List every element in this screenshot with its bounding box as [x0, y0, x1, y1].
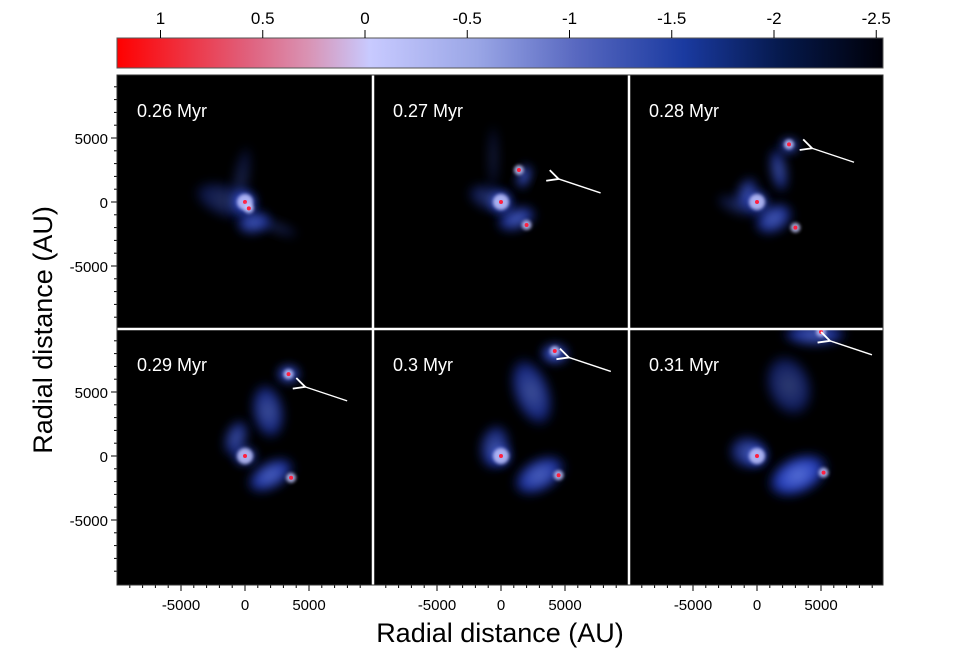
- colorbar-tick-label: -1: [562, 9, 577, 28]
- protostar-core: [286, 372, 291, 377]
- gas-clump: [509, 357, 554, 427]
- gas-clump: [715, 194, 760, 218]
- colorbar-tick-label: -0.5: [453, 9, 482, 28]
- gas-density-map: [223, 365, 301, 493]
- protostar-core: [499, 454, 503, 458]
- colorbar-gradient: [116, 37, 884, 69]
- protostar-core: [499, 200, 503, 204]
- colorbar-tick-label: 1: [156, 9, 165, 28]
- y-tick-label: 5000: [75, 131, 108, 148]
- x-tick-label: -5000: [162, 597, 200, 614]
- y-tick-label: 0: [100, 449, 108, 466]
- gas-clump: [769, 147, 789, 193]
- colorbar-tick-label: -2: [766, 9, 781, 28]
- protostar-core: [755, 200, 759, 204]
- arrow-icon: [830, 341, 873, 356]
- protostar-core: [243, 454, 247, 458]
- gas-density-map: [478, 343, 569, 496]
- gas-clump: [250, 383, 286, 440]
- arrow-icon: [569, 357, 612, 373]
- gas-density-map: [715, 138, 801, 235]
- protostar-core: [821, 470, 826, 475]
- gas-clump: [513, 455, 566, 496]
- gas-clump: [764, 354, 814, 417]
- gas-density-map: [467, 123, 537, 232]
- protostar-core: [787, 142, 791, 147]
- simulation-panel: 0.28 Myr: [649, 101, 855, 235]
- simulation-panel: 0.3 Myr: [393, 343, 612, 496]
- x-tick-label: 0: [753, 597, 761, 614]
- time-label: 0.26 Myr: [137, 101, 207, 121]
- y-tick-label: -5000: [70, 513, 108, 530]
- y-tick-label: 5000: [75, 385, 108, 402]
- gas-clump: [223, 419, 249, 457]
- simulation-panel: 0.31 Myr: [649, 329, 873, 498]
- protostar-core: [819, 329, 823, 334]
- x-tick-label: 0: [497, 597, 505, 614]
- x-tick-label: 5000: [548, 597, 581, 614]
- x-tick-label: -5000: [674, 597, 712, 614]
- colorbar: 1 0.5 0 -0.5 -1 -1.5 -2 -2.5: [116, 9, 891, 69]
- simulation-panel: 0.29 Myr: [137, 355, 348, 493]
- arrow-icon: [559, 179, 601, 194]
- arrow-icon: [305, 387, 348, 402]
- gas-clump: [247, 457, 294, 493]
- gas-clump: [754, 202, 793, 235]
- gas-clump: [255, 217, 299, 238]
- x-axis-label: Radial distance (AU): [376, 618, 624, 648]
- time-label: 0.28 Myr: [649, 101, 719, 121]
- arrow-icon: [812, 148, 855, 163]
- y-axis-label: Radial distance (AU): [28, 206, 58, 454]
- time-label: 0.31 Myr: [649, 355, 719, 375]
- x-tick-label: 5000: [292, 597, 325, 614]
- colorbar-tick-label: -1.5: [657, 9, 686, 28]
- gas-clump: [230, 144, 252, 216]
- protostar-core: [516, 168, 521, 172]
- protostar-core: [289, 475, 294, 480]
- colorbar-tick-label: -2.5: [862, 9, 891, 28]
- colorbar-tick-label: 0.5: [251, 9, 275, 28]
- time-label: 0.27 Myr: [393, 101, 463, 121]
- panel-frame: [116, 74, 884, 586]
- panel-grid: 0.26 Myr -5000 0 5000 0.27 Myr 0.28 Myr 0.29 M…: [70, 74, 884, 614]
- time-label: 0.29 Myr: [137, 355, 207, 375]
- x-tick-label: -5000: [418, 597, 456, 614]
- gas-clump: [236, 210, 272, 235]
- x-tick-label: 0: [241, 597, 249, 614]
- protostar-core: [552, 349, 557, 354]
- protostar-core: [246, 206, 251, 211]
- x-tick-label: 5000: [804, 597, 837, 614]
- y-tick-label: -5000: [70, 259, 108, 276]
- gas-density-map: [194, 144, 299, 238]
- protostar-core: [793, 225, 798, 230]
- gas-clump: [767, 453, 829, 498]
- y-tick-label: 0: [100, 195, 108, 212]
- colorbar-tick-label: 0: [360, 9, 369, 28]
- time-label: 0.3 Myr: [393, 355, 453, 375]
- protostar-core: [524, 223, 529, 228]
- protostar-core: [556, 473, 561, 478]
- simulation-panel: 0.27 Myr: [393, 101, 601, 232]
- protostar-core: [243, 200, 247, 204]
- protostar-core: [755, 454, 759, 458]
- simulation-panel: 0.26 Myr: [137, 101, 299, 238]
- gas-clump: [486, 123, 500, 191]
